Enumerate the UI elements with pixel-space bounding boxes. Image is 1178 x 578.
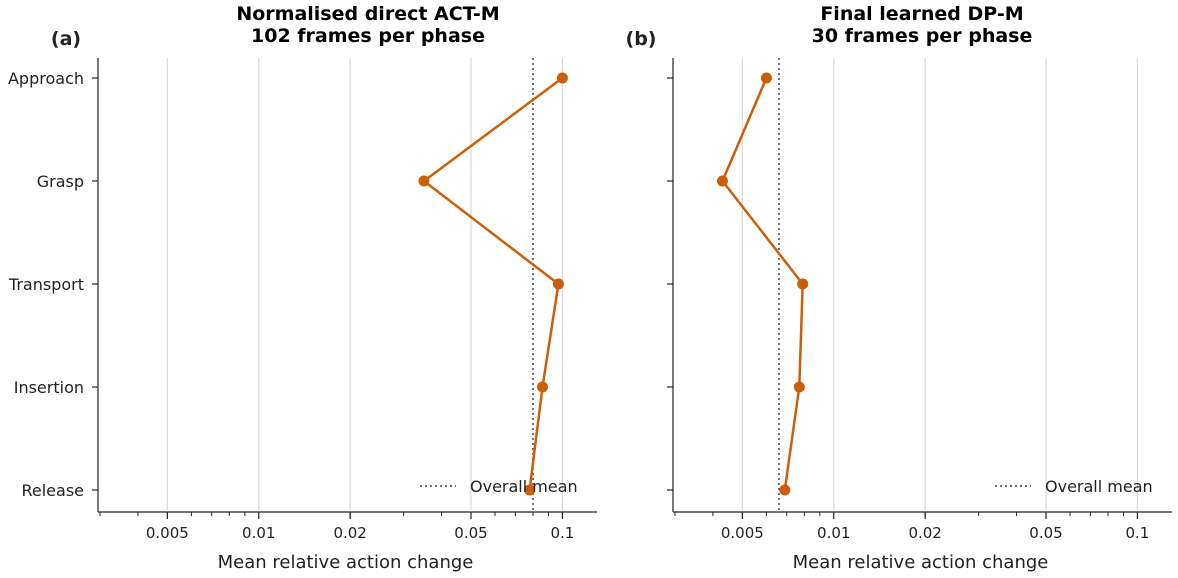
data-point — [537, 381, 549, 393]
x-tick-label: 0.005 — [146, 524, 189, 542]
x-tick-label: 0.05 — [1029, 524, 1062, 542]
chart-title-line: 102 frames per phase — [251, 25, 485, 47]
y-tick-label: Insertion — [14, 378, 84, 397]
x-tick-label: 0.005 — [721, 524, 764, 542]
data-point — [779, 484, 791, 496]
x-tick-label: 0.01 — [242, 524, 275, 542]
data-point — [418, 175, 430, 187]
x-tick-label: 0.02 — [333, 524, 366, 542]
data-point — [716, 175, 728, 187]
y-tick-label: Grasp — [37, 172, 84, 191]
panel-label: (b) — [626, 28, 657, 50]
y-tick-label: Transport — [8, 275, 84, 294]
y-tick-label: Release — [21, 481, 84, 500]
data-point — [793, 381, 805, 393]
chart-title-line: Final learned DP-M — [820, 3, 1023, 25]
x-tick-label: 0.01 — [817, 524, 850, 542]
x-axis-label: Mean relative action change — [793, 552, 1049, 573]
chart-title-line: 30 frames per phase — [812, 25, 1033, 47]
x-tick-label: 0.1 — [550, 524, 574, 542]
data-point — [556, 72, 568, 84]
x-tick-label: 0.05 — [454, 524, 487, 542]
panel-b: (b) Final learned DP-M30 frames per phase… — [626, 3, 1172, 573]
data-point — [760, 72, 772, 84]
panel-label: (a) — [51, 28, 81, 50]
x-tick-label: 0.02 — [908, 524, 941, 542]
data-point — [524, 484, 536, 496]
data-point — [797, 278, 809, 290]
x-tick-label: 0.1 — [1125, 524, 1149, 542]
legend-label: Overall mean — [1045, 477, 1153, 496]
legend-label: Overall mean — [470, 477, 578, 496]
series-line — [422, 76, 564, 491]
series-line — [721, 77, 804, 491]
data-point — [552, 278, 564, 290]
x-axis-label: Mean relative action change — [218, 552, 474, 573]
y-tick-label: Approach — [8, 69, 84, 88]
chart-title-line: Normalised direct ACT-M — [236, 3, 499, 25]
